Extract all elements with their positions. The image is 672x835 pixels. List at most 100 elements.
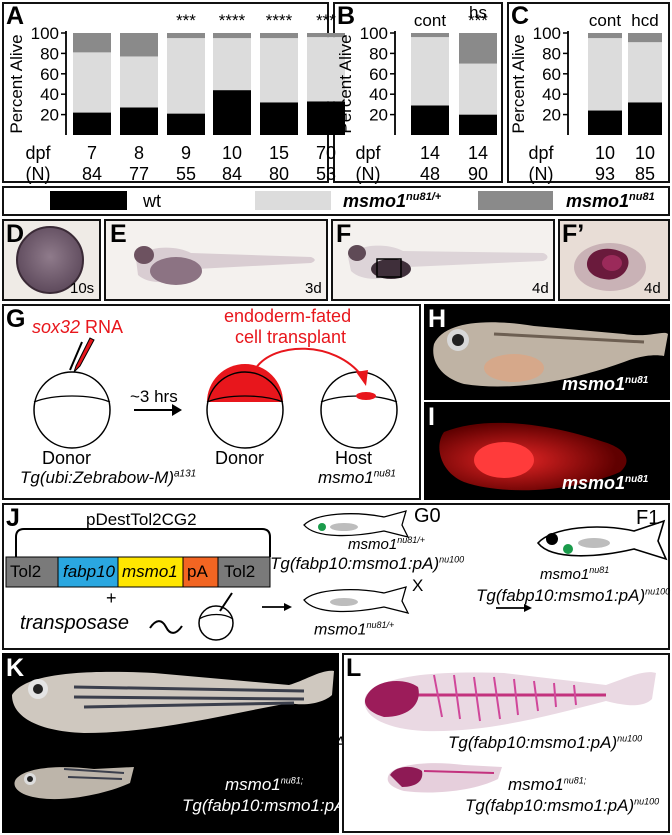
y-tick-label: 80 (40, 44, 59, 63)
cross-x: X (412, 576, 424, 595)
n-label: 48 (420, 164, 440, 184)
dpf-label: dpf (25, 143, 51, 163)
f1-label: F1 (636, 507, 660, 529)
bar-wt (411, 105, 449, 135)
larva-4d-image (348, 245, 548, 279)
panel-label-f: F (336, 220, 352, 248)
y-tick-label: 20 (369, 106, 388, 125)
stage-label-fp: 4d (644, 280, 661, 297)
vector-label: pDestTol2CG2 (86, 510, 197, 529)
skeletal-stain-photo (364, 672, 656, 793)
bar-het (120, 56, 158, 108)
transplant-schematic (33, 337, 398, 449)
n-row-label: (N) (26, 164, 51, 184)
h-genotype: msmo1nu81 (562, 374, 649, 394)
bar-het (73, 52, 111, 113)
n-label: 77 (129, 164, 149, 184)
n-label: 53 (316, 164, 336, 184)
x-tick-label: 10 (595, 143, 615, 163)
panel-label-fp: F’ (562, 220, 585, 248)
part-tol2-right: Tol2 (224, 562, 256, 581)
x-tick-label: 14 (420, 143, 440, 163)
n-label: 90 (468, 164, 488, 184)
x-tick-label: 7 (87, 143, 97, 163)
bar-wt (307, 101, 345, 135)
panel-label-e: E (110, 220, 127, 248)
panel-label-i: I (428, 403, 435, 431)
y-tick-label: 100 (533, 24, 561, 43)
k-rescued-genotype: msmo1nu81; (225, 775, 304, 794)
bar-mut (459, 33, 497, 64)
bar-mut (73, 33, 111, 53)
legend-label-mut: msmo1nu81 (566, 191, 655, 211)
significance-label: **** (219, 11, 246, 30)
bar-het (260, 38, 298, 103)
embryo-10s-image (16, 226, 84, 294)
n-label: 55 (176, 164, 196, 184)
bar-het (459, 63, 497, 115)
bar-het (307, 37, 345, 102)
transplant-host-brightfield (433, 322, 668, 387)
bar-wt (73, 112, 111, 135)
y-tick-label: 20 (542, 106, 561, 125)
legend-label-het: msmo1nu81/+ (343, 191, 442, 211)
x-tick-label: 8 (134, 143, 144, 163)
panel-label-d: D (6, 220, 25, 248)
plus-sign: + (106, 588, 117, 608)
adult-fish-photo (12, 670, 334, 800)
transplant-label-1: endoderm-fated (224, 306, 352, 326)
legend-swatch-wt (50, 191, 127, 210)
transplant-label-2: cell transplant (235, 327, 347, 347)
condition-label: cont (414, 11, 446, 30)
x-tick-label: 9 (181, 143, 191, 163)
f1-transgene: Tg(fabp10:msmo1:pA)nu100 (476, 586, 671, 605)
larva-3d-image (134, 246, 315, 285)
g0-transgene: Tg(fabp10:msmo1:pA)nu100 (270, 554, 465, 573)
panel-label-j: J (6, 504, 20, 532)
n-label: 84 (222, 164, 242, 184)
n-row-label: (N) (529, 164, 554, 184)
liver-closeup-image (574, 243, 646, 291)
stage-label-d: 10s (70, 280, 95, 297)
y-tick-label: 20 (40, 106, 59, 125)
y-tick-label: 80 (542, 44, 561, 63)
y-tick-label: 40 (542, 85, 561, 104)
i-genotype: msmo1nu81 (562, 473, 649, 493)
x-tick-label: 15 (269, 143, 289, 163)
panel-label-b: B (337, 2, 356, 30)
condition-label: hcd (631, 11, 658, 30)
stage-label-f: 4d (532, 280, 549, 297)
bar-het (411, 37, 449, 106)
bar-mut (628, 33, 662, 43)
construct-diagram (5, 510, 668, 641)
g0-genotype: msmo1nu81/+ (348, 535, 425, 553)
panel-label-c: C (511, 2, 530, 30)
y-axis-label: Percent Alive (509, 34, 528, 133)
host-genotype: msmo1nu81 (318, 468, 396, 487)
significance-label: **** (266, 11, 293, 30)
x-tick-label: 10 (635, 143, 655, 163)
panel-label-a: A (6, 2, 25, 30)
bar-het (213, 38, 251, 91)
bar-wt (120, 107, 158, 135)
transplant-host-fluorescence (439, 422, 627, 491)
y-tick-label: 60 (40, 65, 59, 84)
y-tick-label: 100 (360, 24, 388, 43)
dpf-label: dpf (355, 143, 381, 163)
y-tick-label: 100 (31, 24, 59, 43)
y-tick-label: 60 (369, 65, 388, 84)
panel-label-h: H (428, 305, 447, 333)
bar-mut (120, 33, 158, 57)
n-row-label: (N) (356, 164, 381, 184)
bar-wt (213, 90, 251, 135)
legend-swatch-mut (478, 191, 553, 210)
part-msmo1: msmo1 (122, 562, 178, 581)
significance-label: *** (468, 11, 488, 30)
legend-label-wt: wt (143, 191, 161, 211)
bar-mut (411, 33, 449, 38)
bar-mut (307, 33, 345, 38)
g0-label: G0 (414, 505, 441, 527)
donor2-label: Donor (215, 448, 265, 468)
transposase-label: transposase (20, 612, 129, 634)
bar-het (167, 38, 205, 114)
